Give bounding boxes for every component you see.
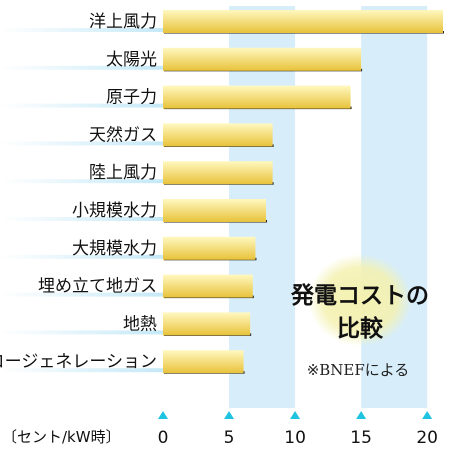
- category-label-1: 太陽光: [106, 50, 157, 70]
- bar-5: [163, 199, 267, 222]
- bar-3: [163, 123, 273, 147]
- tick-marker-20: [422, 411, 433, 419]
- label-fades: [0, 28, 163, 373]
- label-fade-7: [0, 292, 163, 297]
- label-fade-3: [0, 141, 163, 146]
- tick-marker-10: [290, 411, 301, 419]
- x-axis-unit-label: 〔セント/kW時〕: [2, 428, 121, 446]
- chart-title-line-1: 発電コストの: [290, 283, 429, 309]
- category-label-5: 小規模水力: [72, 201, 157, 221]
- category-label-7: 埋め立て地ガス: [38, 277, 157, 297]
- bar-4: [163, 161, 273, 185]
- bars: [163, 10, 444, 374]
- bar-7: [163, 274, 253, 298]
- label-fade-8: [0, 330, 163, 335]
- label-fade-4: [0, 179, 163, 184]
- category-label-0: 洋上風力: [89, 12, 157, 32]
- tick-marker-15: [356, 411, 367, 419]
- tick-label-10: 10: [284, 428, 306, 448]
- grid-bands: [229, 6, 428, 408]
- category-labels: 洋上風力太陽光原子力天然ガス陸上風力小規模水力大規模水力埋め立て地ガス地熱コージ…: [0, 12, 157, 372]
- tick-label-5: 5: [224, 428, 235, 448]
- x-axis: 0 5 10 15 20: [158, 411, 438, 448]
- category-label-4: 陸上風力: [89, 163, 157, 183]
- category-label-2: 原子力: [106, 88, 157, 108]
- category-label-3: 天然ガス: [89, 125, 157, 145]
- bar-6: [163, 236, 256, 260]
- chart-title-line-2: 比較: [337, 315, 384, 342]
- title-bubble: [308, 254, 412, 346]
- tick-marker-5: [224, 411, 235, 419]
- category-label-8: 地熱: [123, 314, 157, 334]
- tick-marker-0: [158, 411, 168, 419]
- bar-1: [163, 47, 362, 71]
- label-fade-9: [0, 368, 163, 373]
- tick-label-15: 15: [350, 428, 372, 448]
- title-block: 発電コストの 比較 ※BNEFによる: [290, 254, 429, 379]
- tick-label-0: 0: [158, 428, 169, 448]
- source-note: ※BNEFによる: [307, 361, 410, 379]
- grid-band-15-20: [361, 6, 428, 408]
- bar-0: [163, 10, 443, 33]
- bar-8: [163, 312, 251, 336]
- category-label-9: コージェネレーション: [0, 352, 157, 372]
- bar-9: [163, 350, 244, 374]
- tick-label-20: 20: [416, 428, 438, 448]
- bar-2: [163, 85, 351, 109]
- label-fade-1: [0, 65, 163, 70]
- label-fade-2: [0, 103, 163, 108]
- label-fade-0: [0, 28, 163, 32]
- label-fade-6: [0, 254, 163, 259]
- label-fade-5: [0, 217, 163, 221]
- category-label-6: 大規模水力: [72, 239, 157, 259]
